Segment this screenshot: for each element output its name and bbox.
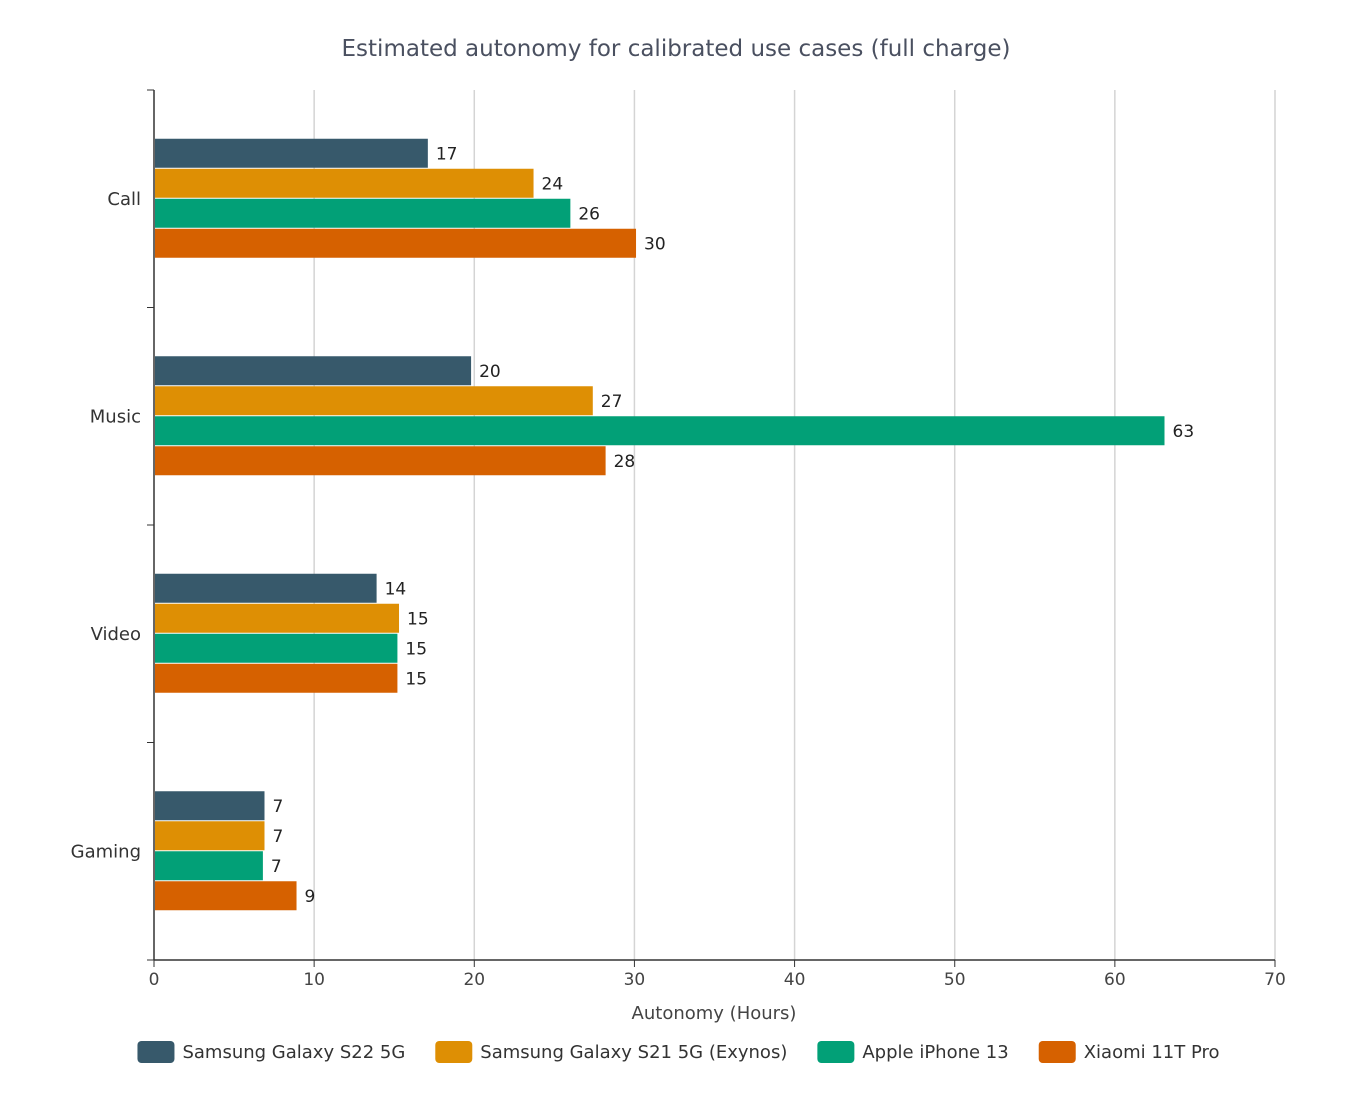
bar-video-series-2: [155, 633, 398, 663]
axes: 0 10 20 30 40 50 60 70 Call Music Video Gaming: [71, 89, 1286, 990]
bars: [155, 138, 1165, 911]
data-label: 9: [305, 887, 316, 907]
data-label: 7: [272, 827, 283, 847]
data-label: 15: [405, 669, 427, 689]
x-tick-label: 70: [1264, 970, 1286, 990]
bar-call-series-2: [155, 198, 571, 228]
legend-label: Xiaomi 11T Pro: [1084, 1042, 1220, 1063]
bar-call-series-0: [155, 138, 428, 168]
legend-swatch: [435, 1041, 473, 1063]
legend-label: Apple iPhone 13: [862, 1042, 1008, 1063]
bar-gaming-series-3: [155, 881, 297, 911]
data-label: 14: [385, 579, 407, 599]
data-label: 24: [542, 174, 564, 194]
x-axis-title: Autonomy (Hours): [632, 1003, 797, 1024]
data-label: 17: [436, 144, 458, 164]
data-label: 30: [644, 234, 666, 254]
data-label: 28: [614, 452, 636, 472]
category-label-gaming: Gaming: [71, 841, 141, 862]
data-label: 7: [271, 857, 282, 877]
legend-item[interactable]: Samsung Galaxy S21 5G (Exynos): [435, 1041, 787, 1063]
bar-video-series-0: [155, 573, 377, 603]
x-tick-label: 60: [1104, 970, 1126, 990]
x-tick-label: 0: [149, 970, 160, 990]
x-tick-label: 30: [624, 970, 646, 990]
legend-item[interactable]: Xiaomi 11T Pro: [1038, 1041, 1220, 1063]
legend-label: Samsung Galaxy S22 5G: [182, 1042, 405, 1063]
legend-swatch: [137, 1041, 175, 1063]
bar-gaming-series-1: [155, 821, 265, 851]
data-label: 15: [405, 639, 427, 659]
data-label: 27: [601, 392, 623, 412]
legend: Samsung Galaxy S22 5G Samsung Galaxy S21 …: [137, 1041, 1220, 1063]
bar-call-series-1: [155, 168, 534, 198]
bar-video-series-1: [155, 603, 400, 633]
bar-video-series-3: [155, 663, 398, 693]
data-label: 63: [1173, 422, 1195, 442]
chart-title: Estimated autonomy for calibrated use ca…: [342, 36, 1011, 62]
legend-swatch: [1038, 1041, 1076, 1063]
legend-swatch: [817, 1041, 855, 1063]
bar-music-series-2: [155, 416, 1165, 446]
bar-music-series-3: [155, 446, 606, 476]
category-label-call: Call: [107, 189, 141, 210]
x-tick-label: 40: [784, 970, 806, 990]
bar-gaming-series-0: [155, 791, 265, 821]
data-label: 20: [479, 362, 501, 382]
bar-gaming-series-2: [155, 851, 263, 881]
data-label: 7: [272, 797, 283, 817]
legend-label: Samsung Galaxy S21 5G (Exynos): [480, 1042, 787, 1063]
bar-call-series-3: [155, 228, 637, 258]
x-tick-label: 10: [303, 970, 325, 990]
bar-music-series-0: [155, 356, 472, 386]
data-label: 26: [578, 204, 600, 224]
category-label-music: Music: [90, 406, 141, 427]
x-tick-label: 50: [944, 970, 966, 990]
x-tick-label: 20: [463, 970, 485, 990]
category-label-video: Video: [91, 624, 141, 645]
bar-music-series-1: [155, 386, 593, 416]
legend-item[interactable]: Samsung Galaxy S22 5G: [137, 1041, 405, 1063]
data-label: 15: [407, 609, 429, 629]
legend-item[interactable]: Apple iPhone 13: [817, 1041, 1009, 1063]
